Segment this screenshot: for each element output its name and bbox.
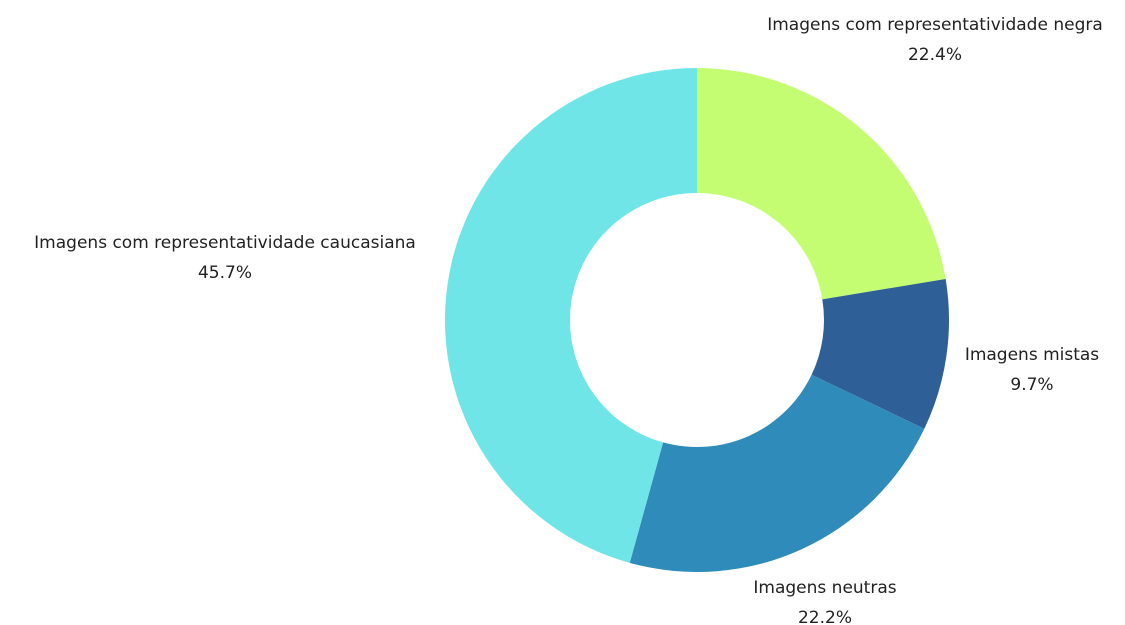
donut-slice (629, 374, 925, 572)
slice-label: Imagens mistas (965, 345, 1099, 365)
slice-label: Imagens com representatividade caucasian… (34, 233, 416, 253)
slice-label: Imagens neutras (753, 578, 896, 598)
donut-slice (811, 279, 950, 429)
slice-value-label: 22.2% (798, 608, 852, 625)
slice-value-label: 45.7% (198, 263, 252, 283)
donut-slice (697, 68, 946, 300)
slice-value-label: 9.7% (1010, 375, 1053, 395)
donut-slice (445, 68, 697, 563)
slice-label: Imagens com representatividade negra (767, 15, 1103, 35)
slice-value-label: 22.4% (908, 45, 962, 65)
